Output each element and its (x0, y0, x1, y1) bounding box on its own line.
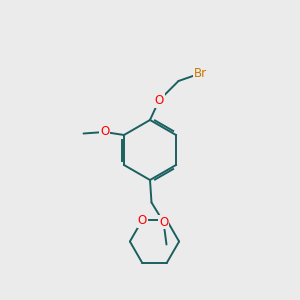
Text: O: O (138, 214, 147, 227)
Text: O: O (154, 94, 164, 107)
Text: Br: Br (194, 67, 207, 80)
Text: O: O (159, 215, 168, 229)
Text: O: O (100, 125, 109, 139)
